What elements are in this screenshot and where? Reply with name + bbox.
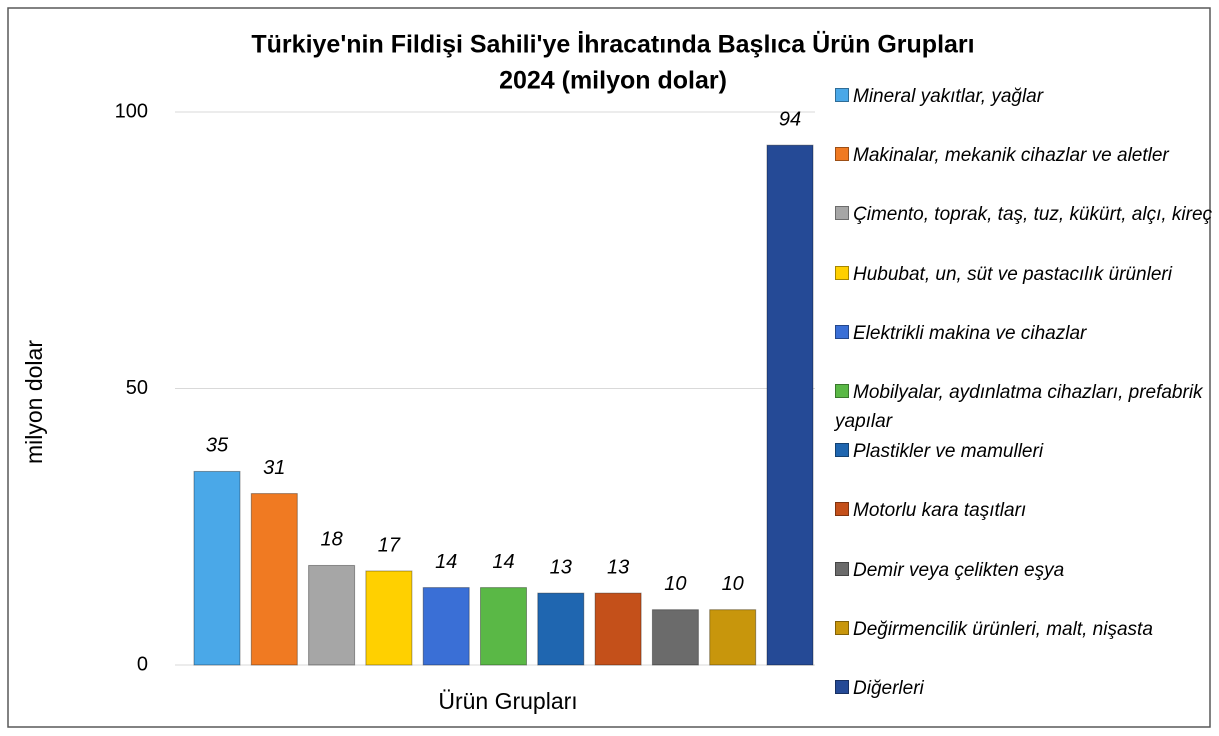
legend-label: Demir veya çelikten eşya (853, 559, 1065, 581)
data-label: 13 (607, 556, 629, 578)
legend-item: Demir veya çelikten eşya (835, 556, 1213, 585)
legend-label: Elektrikli makina ve cihazlar (853, 322, 1087, 344)
bar (766, 144, 814, 666)
data-label: 14 (435, 551, 457, 573)
data-label: 18 (320, 529, 342, 551)
data-label: 94 (779, 108, 801, 130)
legend-swatch (835, 680, 849, 694)
data-label: 17 (378, 534, 401, 556)
bar (651, 609, 699, 666)
bar (709, 609, 757, 666)
legend-swatch (835, 502, 849, 517)
y-tick-label: 50 (126, 377, 148, 399)
legend-swatch (835, 265, 849, 280)
data-label: 10 (722, 573, 744, 595)
legend-label: Mobilyalar, aydınlatma cihazları, prefab… (835, 382, 1203, 432)
chart-title: Türkiye'nin Fildişi Sahili'ye İhracatınd… (251, 30, 974, 59)
y-tick-label: 0 (137, 653, 148, 675)
legend-item: Mineral yakıtlar, yağlar (835, 82, 1213, 111)
data-label: 14 (492, 551, 514, 573)
legend-item: Diğerleri (835, 674, 1213, 703)
bar (365, 570, 413, 666)
legend-item: Değirmencilik ürünleri, malt, nişasta (835, 615, 1213, 644)
bar (193, 470, 241, 666)
legend-swatch (835, 88, 849, 102)
legend-label: Plastikler ve mamulleri (853, 441, 1044, 463)
bar (537, 592, 585, 666)
legend-item: Mobilyalar, aydınlatma cihazları, prefab… (835, 378, 1213, 436)
bar (308, 564, 356, 666)
legend-item: Makinalar, mekanik cihazlar ve aletler (835, 141, 1213, 170)
data-label: 13 (550, 556, 572, 578)
legend-swatch (835, 147, 849, 162)
data-label: 10 (664, 573, 686, 595)
legend-label: Hububat, un, süt ve pastacılık ürünleri (853, 263, 1172, 285)
bar (594, 592, 642, 666)
y-tick-label: 100 (115, 100, 148, 122)
data-label: 31 (263, 457, 285, 479)
legend-swatch (835, 206, 849, 221)
legend-label: Çimento, toprak, taş, tuz, kükürt, alçı,… (853, 204, 1213, 226)
legend-label: Motorlu kara taşıtları (853, 500, 1027, 522)
legend-item: Motorlu kara taşıtları (835, 496, 1213, 525)
legend-label: Değirmencilik ürünleri, malt, nişasta (853, 618, 1153, 640)
legend-item: Plastikler ve mamulleri (835, 437, 1213, 466)
bar (422, 587, 470, 666)
y-axis-label: milyon dolar (21, 340, 47, 464)
data-label: 35 (206, 435, 229, 457)
bar (480, 587, 527, 666)
legend-swatch (835, 620, 849, 635)
legend-swatch (835, 443, 849, 458)
legend-swatch (835, 384, 849, 398)
legend-item: Hububat, un, süt ve pastacılık ürünleri (835, 260, 1213, 289)
bar (250, 493, 298, 666)
chart-title: 2024 (milyon dolar) (499, 67, 727, 95)
legend-label: Makinalar, mekanik cihazlar ve aletler (853, 145, 1169, 167)
legend-label: Mineral yakıtlar, yağlar (853, 86, 1044, 107)
legend-item: Elektrikli makina ve cihazlar (835, 319, 1213, 348)
x-axis-label: Ürün Grupları (438, 688, 577, 714)
legend-swatch (835, 324, 849, 339)
legend-swatch (835, 561, 849, 576)
legend-label: Diğerleri (853, 678, 924, 699)
legend-item: Çimento, toprak, taş, tuz, kükürt, alçı,… (835, 200, 1213, 229)
